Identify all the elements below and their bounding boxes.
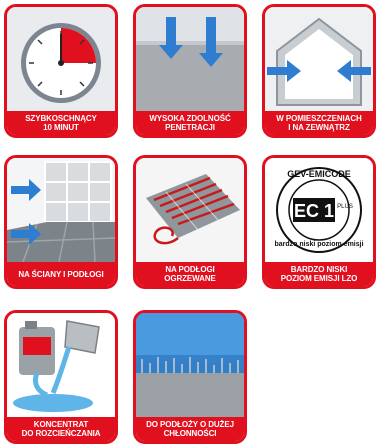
tile-label: NA ŚCIANY I PODŁOGI <box>7 262 115 286</box>
concentrate-dilution-icon <box>7 313 115 417</box>
tile-walls-floors: NA ŚCIANY I PODŁOGI <box>4 155 118 289</box>
absorbent-substrate-icon <box>136 313 244 417</box>
tile-concentrate: KONCENTRAT DO ROZCIEŃCZANIA <box>4 310 118 444</box>
svg-text:GEV-EMICODE: GEV-EMICODE <box>287 169 351 179</box>
tile-label: WYSOKA ZDOLNOŚĆ PENETRACJI <box>136 111 244 135</box>
emicode-ec1-plus-logo: GEV-EMICODE EC 1 PLUS bardzo niski pozio… <box>265 158 373 262</box>
svg-text:EC 1: EC 1 <box>294 201 334 221</box>
tile-label: DO PODŁOŻY O DUŻEJ CHŁONNOŚCI <box>136 417 244 441</box>
tile-high-penetration: WYSOKA ZDOLNOŚĆ PENETRACJI <box>133 4 247 138</box>
tile-heated-floors: NA PODŁOGI OGRZEWANE <box>133 155 247 289</box>
tile-label: W POMIESZCZENIACH I NA ZEWNĄTRZ <box>265 111 373 135</box>
tile-quick-drying: SZYBKOSCHNĄCY 10 MINUT <box>4 4 118 138</box>
tile-indoor-outdoor: W POMIESZCZENIACH I NA ZEWNĄTRZ <box>262 4 376 138</box>
penetration-icon <box>136 7 244 111</box>
tile-label: KONCENTRAT DO ROZCIEŃCZANIA <box>7 417 115 441</box>
underfloor-heating-icon <box>136 158 244 262</box>
tile-absorbent-substrate: DO PODŁOŻY O DUŻEJ CHŁONNOŚCI <box>133 310 247 444</box>
svg-text:PLUS: PLUS <box>337 204 353 210</box>
tile-label: NA PODŁOGI OGRZEWANE <box>136 262 244 286</box>
house-icon <box>265 7 373 111</box>
tile-label: SZYBKOSCHNĄCY 10 MINUT <box>7 111 115 135</box>
tile-label: BARDZO NISKI POZIOM EMISJI LZO <box>265 262 373 286</box>
stopwatch-icon <box>7 7 115 111</box>
svg-text:bardzo niski poziom emisji: bardzo niski poziom emisji <box>274 241 363 248</box>
wall-floor-tiles-icon <box>7 158 115 262</box>
tile-low-emission: GEV-EMICODE EC 1 PLUS bardzo niski pozio… <box>262 155 376 289</box>
